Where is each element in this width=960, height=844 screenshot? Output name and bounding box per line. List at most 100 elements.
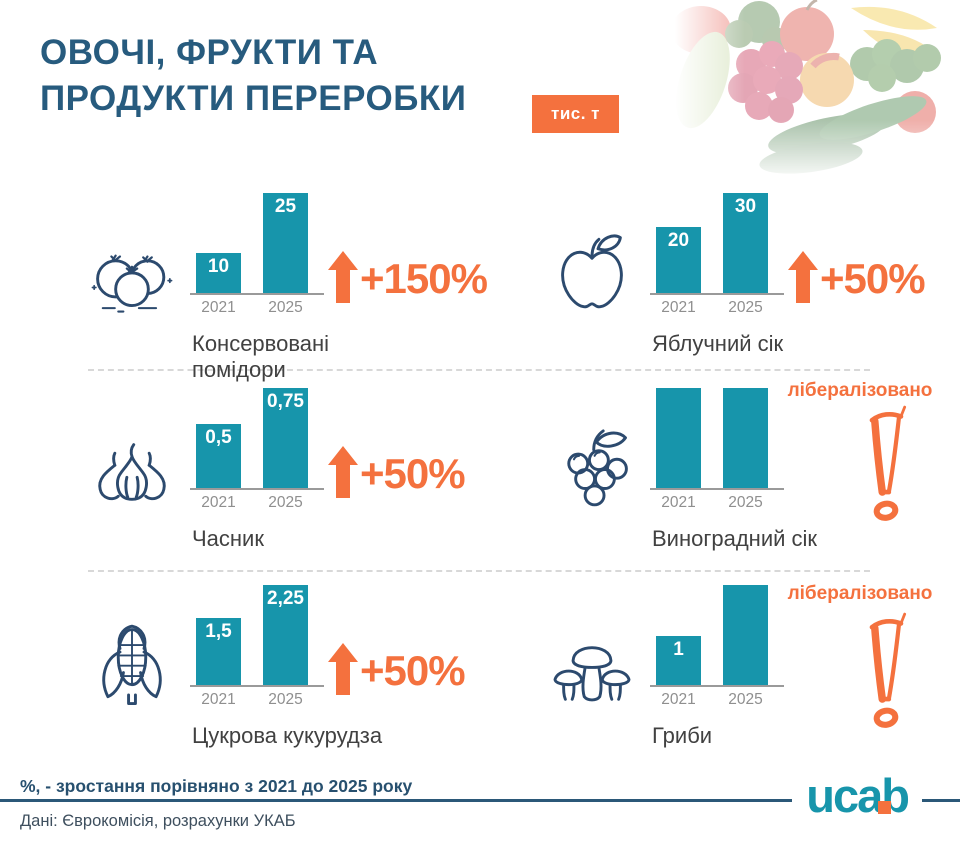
- bar-2025: 30: [723, 193, 768, 293]
- liberalized-label: лібералізовано: [787, 583, 933, 604]
- up-arrow-icon: [788, 251, 818, 303]
- product-label: Часник: [192, 526, 264, 551]
- bar-chart-apple-juice: 20 30 2021 2025 Яблучний сік: [650, 185, 800, 357]
- footer-source: Дані: Єврокомісія, розрахунки УКАБ: [20, 812, 296, 830]
- up-arrow-icon: [328, 643, 358, 695]
- product-label: Яблучний сік: [652, 331, 784, 356]
- axis-baseline: [650, 293, 784, 295]
- bar-2021: 10: [196, 253, 241, 293]
- bar-value-label: 20: [667, 230, 690, 251]
- bar-value-label: 0,75: [267, 391, 304, 412]
- chart-cell-apple-juice: 20 30 2021 2025 Яблучний сік +50%: [540, 185, 960, 373]
- year-label: 2025: [728, 494, 763, 511]
- bar-chart-canned-tomatoes: 10 25 2021 2025 Консервовані помідори: [190, 185, 340, 384]
- bar-2025: [723, 388, 768, 488]
- row-divider: [88, 570, 870, 572]
- bar-2021: 1,5: [196, 618, 241, 685]
- product-label: Цукрова кукурудза: [192, 723, 383, 748]
- bar-value-label: 10: [207, 256, 230, 277]
- product-label: Консервовані помідори: [192, 331, 330, 383]
- bars: 1,5 2,25: [196, 577, 340, 685]
- year-label: 2021: [661, 691, 696, 708]
- year-label: 2025: [268, 299, 303, 316]
- year-label: 2021: [201, 494, 236, 511]
- chart-cell-grape-juice: 2021 2025 Виноградний сік лібералізовано: [540, 380, 960, 568]
- chart-cell-mushrooms: 1 2021 2025 Гриби лібералізовано: [540, 577, 960, 765]
- growth-indicator: +150%: [328, 251, 488, 303]
- up-arrow-icon: [328, 446, 358, 498]
- growth-value: +50%: [360, 450, 466, 497]
- year-label: 2021: [201, 299, 236, 316]
- year-labels: 2021 2025: [656, 299, 800, 317]
- ucab-logo: ucab: [792, 766, 922, 825]
- year-label: 2021: [661, 299, 696, 316]
- year-labels: 2021 2025: [196, 494, 340, 512]
- footer-note: %, - зростання порівняно з 2021 до 2025 …: [20, 776, 413, 796]
- exclamation-icon: [869, 612, 907, 728]
- growth-value: +50%: [360, 647, 466, 694]
- ucab-logo-text: ucab: [806, 769, 910, 822]
- bars: 20 30: [656, 185, 800, 293]
- bar-value-label: 25: [274, 196, 297, 217]
- page-title-line2: ПРОДУКТИ ПЕРЕРОБКИ: [40, 78, 467, 118]
- tomatoes-icon: [82, 229, 182, 315]
- growth-indicator: +50%: [328, 643, 466, 695]
- units-badge: тис. т: [532, 95, 620, 133]
- year-labels: 2021 2025: [196, 691, 340, 709]
- year-label: 2021: [661, 494, 696, 511]
- bar-2025: 25: [263, 193, 308, 293]
- bar-2021: 1: [656, 636, 701, 685]
- bar-value-label: 2,25: [267, 588, 304, 609]
- page-title-line1: ОВОЧІ, ФРУКТИ ТА: [40, 33, 379, 72]
- bar-value-label: 0,5: [205, 427, 232, 448]
- apple-icon: [542, 229, 642, 315]
- growth-value: +50%: [820, 255, 926, 302]
- year-labels: 2021 2025: [196, 299, 340, 317]
- bar-chart-sweet-corn: 1,5 2,25 2021 2025 Цукрова кукурудза: [190, 577, 382, 749]
- axis-baseline: [190, 293, 324, 295]
- bar-value-label: 1,5: [205, 621, 232, 642]
- product-label: Виноградний сік: [652, 526, 818, 551]
- chart-cell-garlic: 0,5 0,75 2021 2025 Часник +50%: [80, 380, 510, 568]
- corn-icon: [82, 621, 182, 707]
- year-labels: 2021 2025: [656, 691, 800, 709]
- year-labels: 2021 2025: [656, 494, 800, 512]
- bars: [656, 380, 800, 488]
- year-label: 2025: [728, 299, 763, 316]
- bar-2021: [656, 388, 701, 488]
- bars: 1: [656, 577, 800, 685]
- page-title: ОВОЧІ, ФРУКТИ ТА ПРОДУКТИ ПЕРЕРОБКИ: [40, 30, 466, 121]
- chart-cell-sweet-corn: 1,5 2,25 2021 2025 Цукрова кукурудза +50…: [80, 577, 510, 765]
- year-label: 2025: [268, 691, 303, 708]
- year-label: 2025: [268, 494, 303, 511]
- vegetables-photo: [675, 0, 960, 182]
- bar-2021: 20: [656, 227, 701, 293]
- bar-2025: [723, 585, 768, 685]
- axis-baseline: [650, 488, 784, 490]
- row-divider: [88, 369, 870, 371]
- bar-chart-mushrooms: 1 2021 2025 Гриби: [650, 577, 800, 749]
- bar-2021: 0,5: [196, 424, 241, 488]
- year-label: 2025: [728, 691, 763, 708]
- growth-value: +150%: [360, 255, 488, 302]
- bar-value-label: 1: [673, 639, 684, 660]
- grapes-icon: [542, 424, 642, 510]
- bar-chart-grape-juice: 2021 2025 Виноградний сік: [650, 380, 817, 552]
- mushrooms-icon: [542, 621, 642, 707]
- ucab-logo-orange-square: [878, 801, 892, 814]
- up-arrow-icon: [328, 251, 358, 303]
- bar-value-label: 30: [734, 196, 757, 217]
- exclamation-icon: [869, 405, 907, 521]
- bar-2025: 0,75: [263, 388, 308, 488]
- growth-indicator: +50%: [328, 446, 466, 498]
- product-label: Гриби: [652, 723, 713, 748]
- axis-baseline: [190, 685, 324, 687]
- bar-chart-garlic: 0,5 0,75 2021 2025 Часник: [190, 380, 340, 552]
- axis-baseline: [650, 685, 784, 687]
- year-label: 2021: [201, 691, 236, 708]
- bar-2025: 2,25: [263, 585, 308, 685]
- bars: 0,5 0,75: [196, 380, 340, 488]
- growth-indicator: +50%: [788, 251, 926, 303]
- chart-cell-canned-tomatoes: 10 25 2021 2025 Консервовані помідори +1…: [80, 185, 510, 382]
